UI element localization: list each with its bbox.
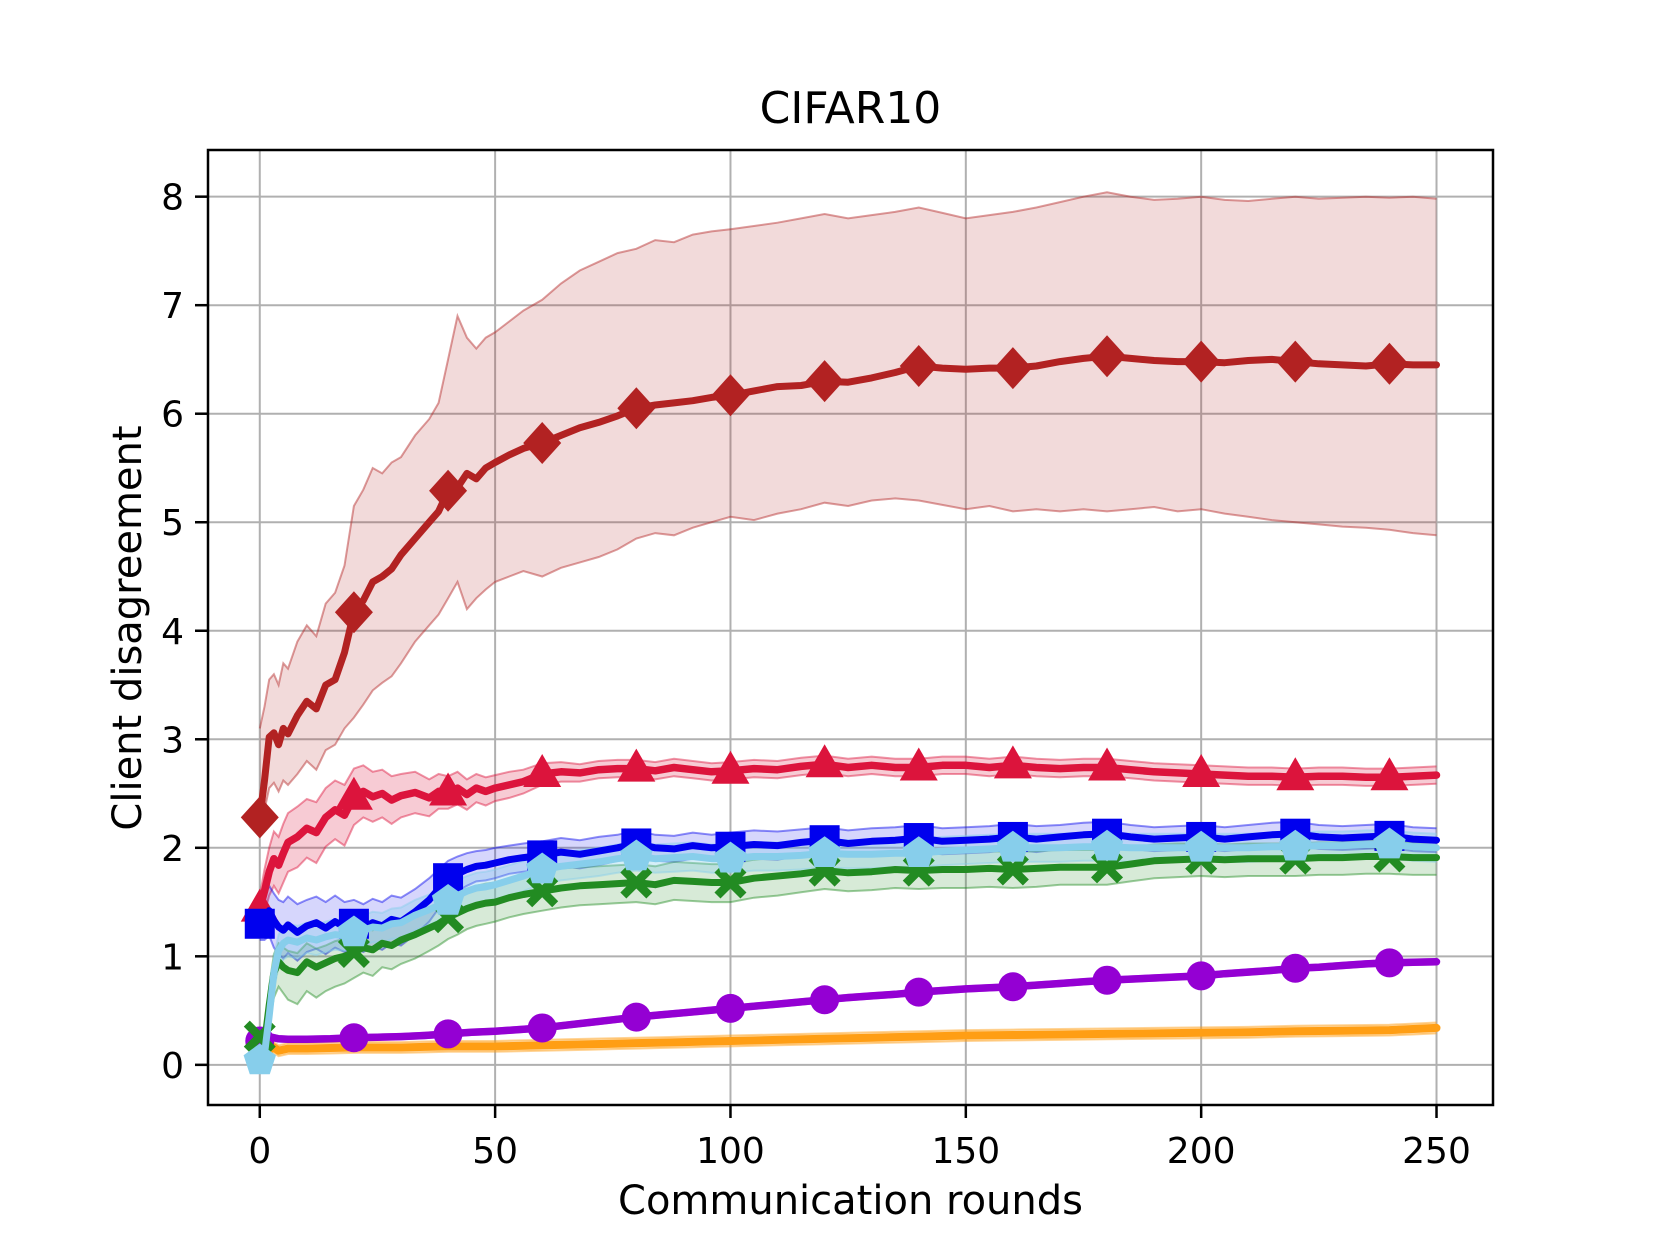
marker-circle [1092, 965, 1122, 995]
marker-triangle [1088, 747, 1127, 781]
x-tick-label: 0 [248, 1131, 271, 1172]
marker-diamond [334, 591, 373, 634]
marker-triangle [429, 772, 468, 806]
marker-circle [998, 972, 1028, 1002]
band-dark-red-diamond [258, 191, 1437, 838]
y-tick-label: 4 [161, 612, 184, 653]
marker-pentagon [808, 836, 841, 868]
y-tick-label: 2 [161, 829, 184, 870]
y-tick-label: 3 [161, 720, 184, 761]
marker-diamond [993, 347, 1032, 390]
x-tick-label: 200 [1167, 1131, 1236, 1172]
x-axis-label: Communication rounds [618, 1178, 1083, 1224]
marker-triangle [805, 744, 844, 778]
marker-pentagon [996, 830, 1030, 862]
series-orange-line [255, 1023, 1441, 1055]
y-axis-label: Client disagreement [105, 425, 151, 831]
marker-pentagon [620, 839, 653, 871]
marker-pentagon [902, 836, 935, 868]
marker-circle [715, 993, 745, 1023]
marker-triangle [899, 747, 938, 781]
y-tick-label: 5 [161, 503, 184, 544]
marker-circle [433, 1019, 463, 1049]
marker-x [620, 866, 653, 899]
marker-diamond [1088, 335, 1127, 378]
marker-diamond [429, 469, 468, 512]
marker-square [244, 908, 275, 939]
x-tick-label: 100 [696, 1131, 765, 1172]
axes-spines [206, 148, 1495, 1107]
marker-pentagon [1279, 829, 1312, 861]
marker-diamond [1276, 340, 1315, 383]
x-tick-label: 50 [472, 1131, 518, 1172]
marker-pentagon [431, 883, 465, 915]
marker-diamond [805, 360, 844, 403]
y-tick-label: 8 [161, 178, 184, 219]
marker-diamond [711, 374, 750, 417]
marker-pentagon [1184, 830, 1218, 862]
y-tick-label: 7 [161, 286, 184, 327]
data-region [240, 191, 1441, 1075]
marker-circle [810, 985, 840, 1015]
marker-triangle [617, 748, 656, 782]
x-tick-label: 150 [931, 1131, 1000, 1172]
marker-diamond [1370, 342, 1409, 385]
series-dark-red-diamond [240, 335, 1440, 839]
marker-pentagon [337, 915, 371, 947]
marker-circle [527, 1013, 557, 1043]
marker-diamond [523, 422, 562, 465]
marker-triangle [334, 776, 373, 810]
marker-diamond [1182, 340, 1221, 383]
y-tick-label: 0 [161, 1046, 184, 1087]
y-tick-label: 6 [161, 395, 184, 436]
marker-diamond [899, 344, 938, 387]
series-sky-blue-pentagon [243, 827, 1440, 1075]
marker-triangle [1276, 757, 1315, 791]
marker-x [714, 866, 747, 899]
gridlines [208, 150, 1493, 1105]
marker-circle [1374, 948, 1404, 978]
marker-circle [904, 977, 934, 1007]
marker-pentagon [1373, 827, 1406, 859]
chart-title: CIFAR10 [759, 83, 942, 134]
marker-triangle [711, 750, 750, 784]
marker-pentagon [1090, 829, 1124, 861]
marker-triangle [1370, 757, 1409, 791]
marker-pentagon [714, 841, 747, 873]
x-tick-label: 250 [1402, 1131, 1471, 1172]
marker-circle [621, 1002, 651, 1032]
marker-diamond [240, 796, 279, 839]
marker-pentagon [525, 852, 559, 884]
marker-circle [339, 1023, 369, 1053]
marker-triangle [1182, 754, 1221, 788]
y-tick-label: 1 [161, 937, 184, 978]
marker-circle [1186, 961, 1216, 991]
marker-circle [1280, 953, 1310, 983]
marker-triangle [993, 745, 1032, 779]
tick-marks: 0 50 100 150 200 250 0 1 2 3 4 5 6 7 8 [161, 178, 1471, 1172]
marker-diamond [617, 387, 656, 430]
marker-pentagon [243, 1043, 276, 1075]
marker-triangle [523, 754, 562, 788]
